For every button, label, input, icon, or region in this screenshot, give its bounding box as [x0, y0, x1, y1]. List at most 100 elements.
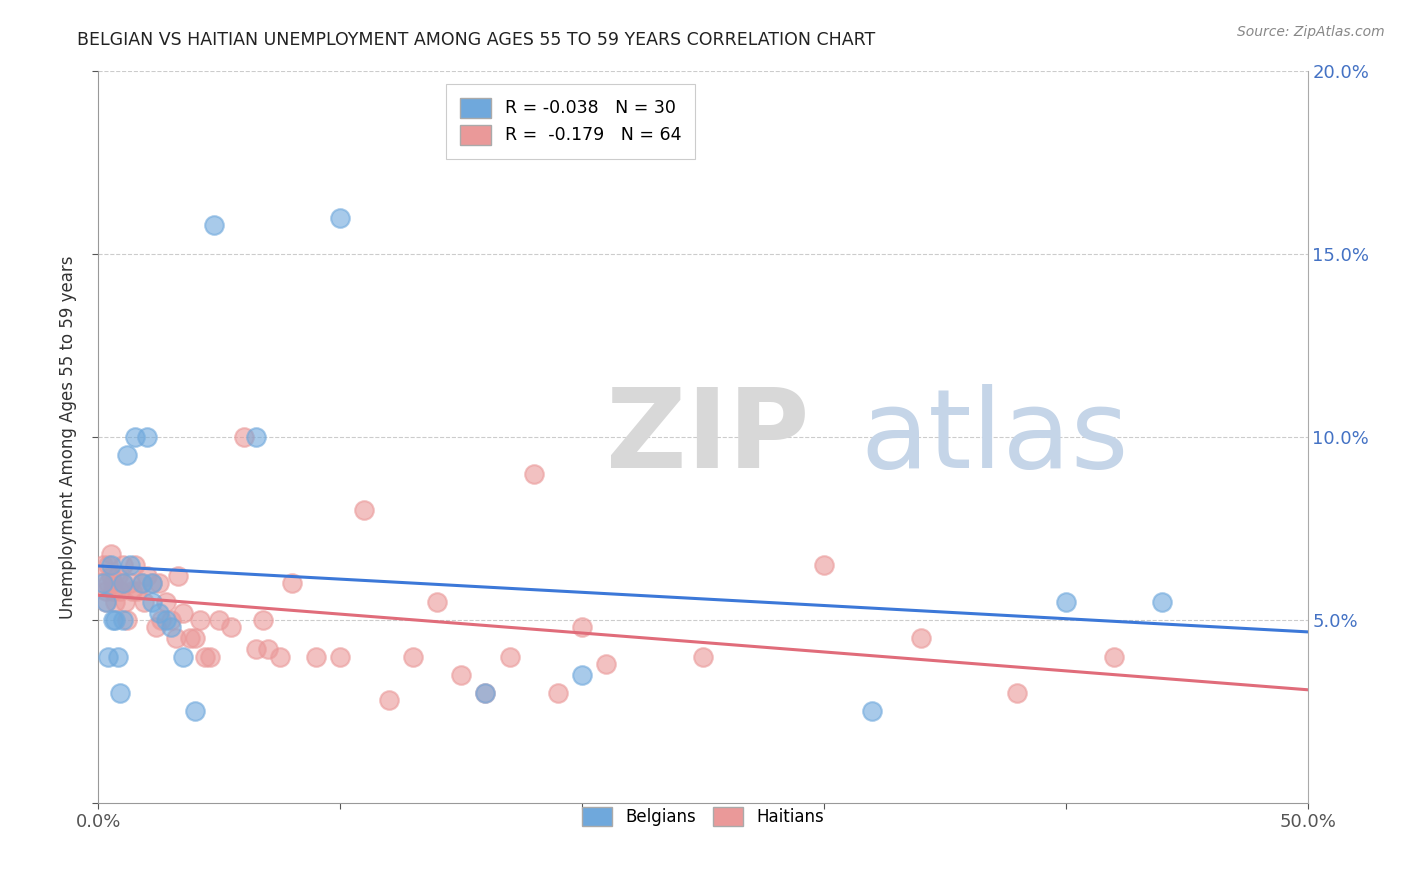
Point	[571, 620, 593, 634]
Point	[1102, 649, 1125, 664]
Point	[860, 705, 883, 719]
Point	[100, 569, 122, 583]
Point	[329, 649, 352, 664]
Legend: Belgians, Haitians: Belgians, Haitians	[574, 798, 832, 835]
Point	[184, 705, 207, 719]
Point	[165, 632, 187, 646]
Point	[172, 649, 194, 664]
Point	[135, 569, 157, 583]
Point	[100, 547, 122, 561]
Point	[160, 613, 183, 627]
Y-axis label: Unemployment Among Ages 55 to 59 years: Unemployment Among Ages 55 to 59 years	[59, 255, 77, 619]
Point	[91, 558, 114, 573]
Point	[155, 613, 177, 627]
Point	[101, 576, 124, 591]
Point	[121, 583, 143, 598]
Point	[281, 576, 304, 591]
Point	[104, 594, 127, 608]
Point	[124, 558, 146, 573]
Point	[172, 606, 194, 620]
Point	[94, 594, 117, 608]
Point	[131, 576, 153, 591]
Point	[692, 649, 714, 664]
Point	[221, 620, 243, 634]
Point	[204, 218, 226, 232]
Point	[91, 576, 114, 591]
Point	[353, 503, 375, 517]
Point	[184, 632, 207, 646]
Point	[595, 657, 617, 671]
Point	[474, 686, 496, 700]
Point	[498, 649, 520, 664]
Point	[910, 632, 932, 646]
Point	[256, 642, 278, 657]
Point	[179, 632, 201, 646]
Point	[145, 620, 167, 634]
Text: ZIP: ZIP	[606, 384, 810, 491]
Point	[104, 613, 127, 627]
Point	[118, 558, 141, 573]
Point	[329, 211, 352, 225]
Point	[111, 576, 134, 591]
Point	[148, 576, 170, 591]
Point	[108, 583, 131, 598]
Point	[813, 558, 835, 573]
Point	[167, 569, 190, 583]
Point	[97, 649, 120, 664]
Point	[101, 583, 124, 598]
Point	[124, 430, 146, 444]
Point	[1007, 686, 1029, 700]
Point	[111, 576, 134, 591]
Point	[117, 613, 139, 627]
Point	[1054, 594, 1077, 608]
Point	[305, 649, 328, 664]
Point	[232, 430, 254, 444]
Point	[107, 569, 129, 583]
Text: BELGIAN VS HAITIAN UNEMPLOYMENT AMONG AGES 55 TO 59 YEARS CORRELATION CHART: BELGIAN VS HAITIAN UNEMPLOYMENT AMONG AG…	[77, 31, 876, 49]
Point	[245, 642, 267, 657]
Point	[100, 558, 122, 573]
Point	[117, 448, 139, 462]
Point	[208, 613, 231, 627]
Point	[94, 583, 117, 598]
Point	[547, 686, 569, 700]
Point	[131, 576, 153, 591]
Point	[108, 686, 131, 700]
Point	[245, 430, 267, 444]
Point	[90, 576, 112, 591]
Point	[127, 583, 149, 598]
Point	[114, 594, 136, 608]
Point	[571, 667, 593, 681]
Point	[141, 576, 163, 591]
Point	[155, 594, 177, 608]
Point	[450, 667, 472, 681]
Point	[141, 594, 163, 608]
Point	[377, 693, 399, 707]
Point	[135, 430, 157, 444]
Text: Source: ZipAtlas.com: Source: ZipAtlas.com	[1237, 25, 1385, 39]
Point	[188, 613, 211, 627]
Point	[118, 576, 141, 591]
Point	[111, 613, 134, 627]
Point	[198, 649, 221, 664]
Point	[111, 558, 134, 573]
Point	[107, 649, 129, 664]
Point	[474, 686, 496, 700]
Text: atlas: atlas	[860, 384, 1129, 491]
Point	[269, 649, 291, 664]
Point	[141, 576, 163, 591]
Point	[150, 613, 173, 627]
Point	[101, 613, 124, 627]
Point	[97, 558, 120, 573]
Point	[134, 594, 156, 608]
Point	[523, 467, 546, 481]
Point	[194, 649, 217, 664]
Point	[97, 576, 120, 591]
Point	[252, 613, 274, 627]
Point	[1152, 594, 1174, 608]
Point	[148, 606, 170, 620]
Point	[426, 594, 449, 608]
Point	[402, 649, 425, 664]
Point	[160, 620, 183, 634]
Point	[94, 594, 117, 608]
